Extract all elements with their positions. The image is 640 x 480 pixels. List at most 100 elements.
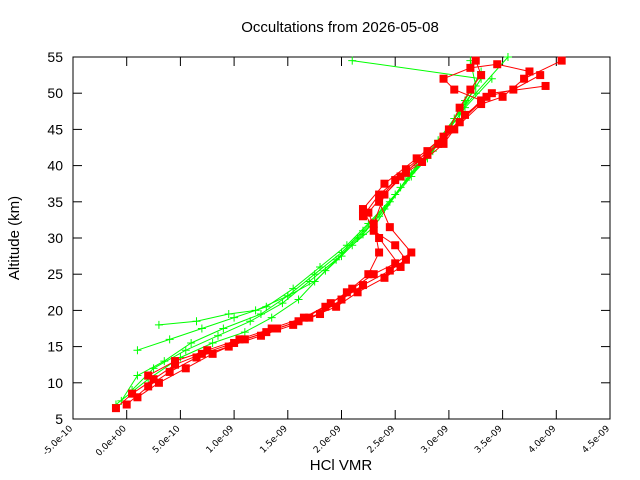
data-point <box>369 270 378 279</box>
data-point <box>149 375 158 384</box>
data-point <box>444 125 453 134</box>
x-axis-label: HCl VMR <box>310 457 373 474</box>
data-point <box>418 157 427 166</box>
data-point <box>375 248 384 257</box>
y-tick-label: 35 <box>47 194 63 210</box>
y-tick-label: 20 <box>47 302 63 318</box>
data-point <box>299 313 308 322</box>
data-point <box>111 404 120 413</box>
data-point <box>305 313 314 322</box>
data-point <box>267 324 276 333</box>
data-point <box>364 270 373 279</box>
data-point <box>133 346 142 355</box>
y-tick-label: 40 <box>47 158 63 174</box>
data-point <box>439 139 448 148</box>
y-tick-label: 15 <box>47 339 63 355</box>
x-tick-label: 3.5e-09 <box>473 424 505 456</box>
data-point <box>482 92 491 101</box>
data-point <box>466 85 475 94</box>
data-point <box>477 96 486 105</box>
data-point <box>289 284 298 293</box>
data-point <box>487 89 496 98</box>
data-point <box>197 349 206 358</box>
data-point <box>192 353 201 362</box>
data-point <box>520 74 529 83</box>
data-point <box>224 310 233 319</box>
data-point <box>391 259 400 268</box>
chart-title: Occultations from 2026-05-08 <box>241 19 439 36</box>
data-point <box>401 165 410 174</box>
data-point <box>348 56 357 65</box>
data-point <box>450 85 459 94</box>
data-point <box>380 179 389 188</box>
data-point <box>385 223 394 232</box>
y-tick-label: 5 <box>55 411 63 427</box>
y-axis: 5 10 15 20 25 30 35 40 45 50 55 <box>47 49 610 427</box>
data-point <box>289 320 298 329</box>
series-1 <box>111 56 566 413</box>
data-point <box>375 190 384 199</box>
data-point <box>455 118 464 127</box>
y-tick-label: 55 <box>47 49 63 65</box>
y-tick-label: 25 <box>47 266 63 282</box>
data-point <box>230 313 239 322</box>
x-tick-label: 2.5e-09 <box>366 424 398 456</box>
data-point <box>375 197 384 206</box>
x-tick-label: 0.0e+00 <box>94 424 129 459</box>
data-point <box>154 320 163 329</box>
series-0-profile-line <box>115 56 509 405</box>
y-axis-label: Altitude (km) <box>6 196 23 280</box>
data-point <box>375 234 384 242</box>
data-point <box>316 310 325 319</box>
data-point <box>557 56 566 65</box>
data-point <box>536 71 545 80</box>
x-tick-label: 1.5e-09 <box>258 424 290 456</box>
y-tick-label: 45 <box>47 121 63 137</box>
data-point <box>369 226 378 235</box>
data-point <box>208 338 217 347</box>
series-0-profile-line <box>158 60 482 326</box>
data-point <box>391 190 400 199</box>
data-point <box>477 71 486 80</box>
data-point <box>197 324 206 333</box>
x-tick-label: 1.0e-09 <box>205 424 237 456</box>
x-tick-label: 4.5e-09 <box>581 424 613 456</box>
data-point <box>369 219 378 228</box>
data-point <box>192 317 201 326</box>
data-point <box>133 371 142 380</box>
data-point <box>128 389 137 398</box>
data-point <box>203 346 212 355</box>
data-point <box>181 346 190 355</box>
data-point <box>251 306 260 315</box>
data-point <box>149 364 158 373</box>
plot-marks <box>111 53 566 413</box>
data-point <box>541 81 550 90</box>
data-point <box>235 335 244 344</box>
data-point <box>144 371 153 380</box>
data-point <box>240 328 249 337</box>
data-point <box>310 277 319 286</box>
data-point <box>154 378 163 387</box>
series-1-profile-line <box>137 60 562 398</box>
series-1-profile-line <box>126 85 546 405</box>
x-tick-label: -5.0e-10 <box>41 424 75 458</box>
data-point <box>439 132 448 141</box>
x-tick-label: 5.0e-10 <box>151 424 183 456</box>
data-point <box>423 150 432 159</box>
x-tick-label: 4.0e-09 <box>527 424 559 456</box>
data-point <box>294 295 303 304</box>
series-0 <box>111 53 512 409</box>
data-point <box>133 393 142 402</box>
data-point <box>213 331 222 340</box>
data-point <box>283 291 292 300</box>
data-point <box>358 230 367 239</box>
data-point <box>412 154 421 163</box>
data-point <box>385 266 394 275</box>
data-point <box>358 212 367 221</box>
data-point <box>396 172 405 181</box>
data-point <box>208 349 217 358</box>
data-point <box>439 74 448 83</box>
data-point <box>461 110 470 119</box>
data-point <box>364 208 373 217</box>
